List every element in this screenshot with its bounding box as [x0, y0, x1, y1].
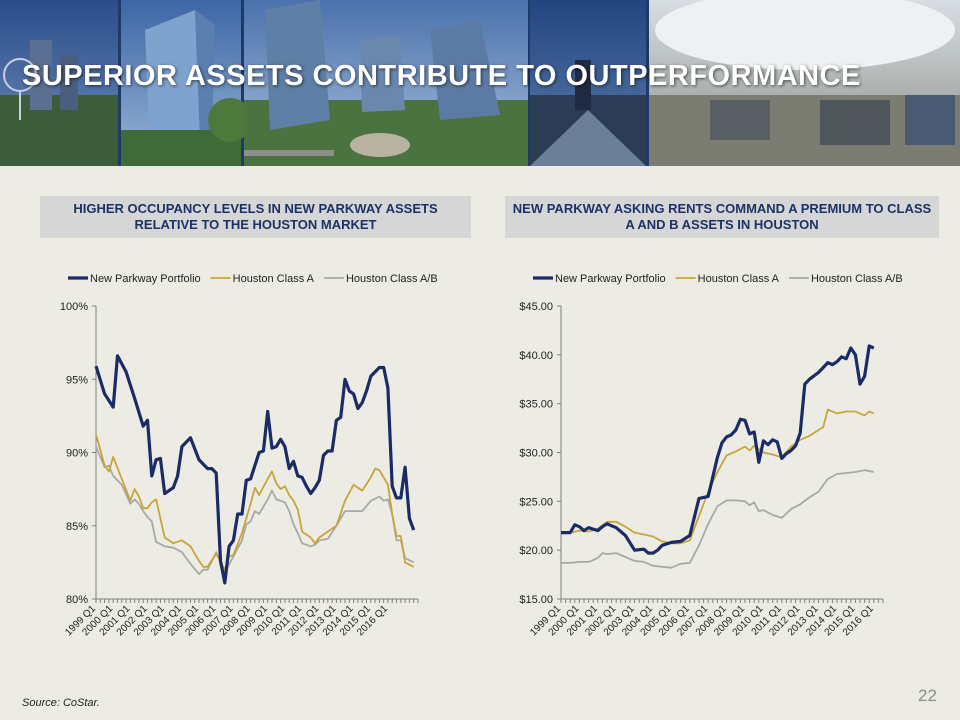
series-line — [561, 469, 874, 569]
series-line — [95, 446, 415, 575]
y-tick-label: 95% — [66, 374, 88, 386]
series-line — [94, 354, 416, 585]
asking-rent-line-chart: $15.00 $20.00 $25.00 $30.00 $35.00 $40.00 $45.… — [519, 273, 903, 638]
y-tick-label: 85% — [66, 521, 88, 533]
right-chart-heading: NEW PARKWAY ASKING RENTS COMMAND A PREMI… — [505, 196, 939, 238]
y-tick-label: $30.00 — [519, 448, 553, 460]
y-tick-label: $15.00 — [519, 594, 553, 606]
legend-label: Houston Class A/B — [346, 273, 438, 285]
sphere-sculpture-skyline-photo — [0, 0, 118, 166]
y-tick-label: 90% — [66, 448, 88, 460]
left-chart-heading: HIGHER OCCUPANCY LEVELS IN NEW PARKWAY A… — [40, 196, 471, 238]
series-line — [561, 408, 875, 545]
header-banner: SUPERIOR ASSETS CONTRIBUTE TO OUTPERFORM… — [0, 0, 960, 166]
legend-label: Houston Class A — [698, 273, 780, 285]
y-tick-label: 80% — [66, 594, 88, 606]
y-tick-label: 100% — [60, 301, 88, 313]
y-tick-label: $25.00 — [519, 496, 553, 508]
y-tick-label: $40.00 — [519, 350, 553, 362]
plaza-dusk-photo — [530, 0, 646, 166]
office-towers-aerial-photo — [244, 0, 528, 166]
y-tick-label: $35.00 — [519, 399, 553, 411]
banner-photos — [0, 0, 960, 166]
series-line — [95, 434, 415, 571]
y-tick-label: $45.00 — [519, 301, 553, 313]
slide-title: SUPERIOR ASSETS CONTRIBUTE TO OUTPERFORM… — [22, 60, 861, 92]
atrium-cafe-photo — [649, 0, 960, 166]
legend-label: Houston Class A/B — [811, 273, 903, 285]
glass-tower-photo — [121, 0, 252, 166]
source-note: Source: CoStar. — [22, 697, 100, 709]
legend-label: Houston Class A — [233, 273, 315, 285]
legend-label: New Parkway Portfolio — [90, 273, 201, 285]
page-number: 22 — [918, 686, 937, 705]
y-tick-label: $20.00 — [519, 545, 553, 557]
series-line — [561, 344, 875, 555]
legend-label: New Parkway Portfolio — [555, 273, 666, 285]
